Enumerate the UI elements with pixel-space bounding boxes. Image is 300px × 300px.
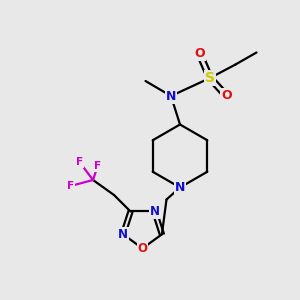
Text: N: N	[166, 89, 176, 103]
Text: S: S	[205, 71, 215, 85]
Text: N: N	[175, 181, 185, 194]
Text: F: F	[94, 161, 101, 172]
Text: F: F	[76, 157, 83, 167]
Text: F: F	[67, 181, 74, 191]
Text: O: O	[221, 89, 232, 103]
Text: O: O	[137, 242, 148, 255]
Text: O: O	[194, 47, 205, 61]
Text: N: N	[118, 228, 128, 241]
Text: N: N	[149, 205, 160, 218]
